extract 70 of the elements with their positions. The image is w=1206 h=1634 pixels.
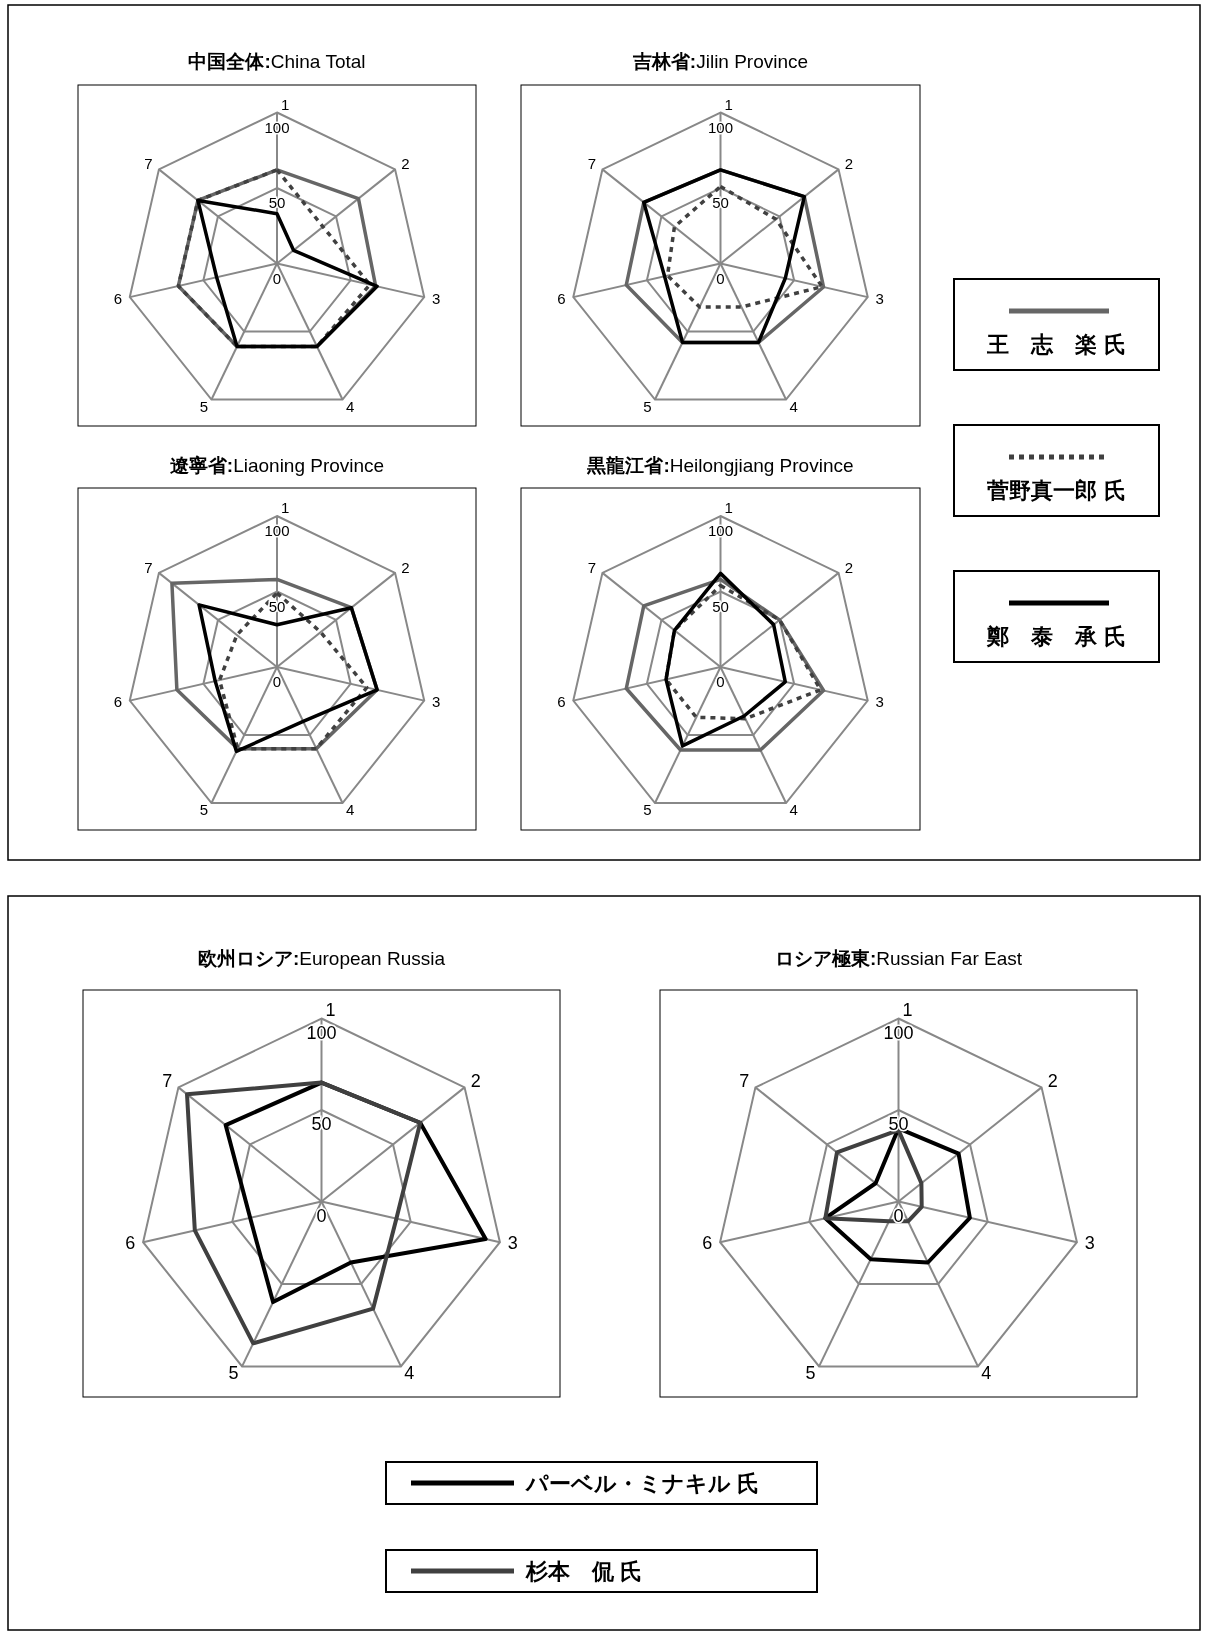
spoke-label: 7 — [587, 155, 597, 173]
spoke-label: 6 — [113, 289, 122, 307]
spoke-label: 5 — [643, 397, 652, 415]
spoke-label: 7 — [144, 155, 153, 173]
spoke-label: 4 — [789, 397, 798, 415]
spoke-label: 1 — [724, 499, 733, 516]
spoke-label: 1 — [281, 95, 290, 113]
spoke-label: 1 — [902, 999, 913, 1020]
spoke-label: 5 — [805, 1362, 816, 1383]
spoke-label: 2 — [401, 558, 410, 576]
y-tick-label: 100 — [264, 118, 290, 136]
spoke-label: 6 — [702, 1233, 713, 1253]
y-tick-label: 0 — [316, 1205, 327, 1226]
y-tick-label: 0 — [716, 673, 725, 690]
spoke-label: 6 — [557, 693, 566, 711]
spoke-label: 7 — [144, 558, 153, 576]
spoke-label: 2 — [1047, 1071, 1058, 1092]
spoke-label: 2 — [401, 155, 410, 173]
legend-label: パーベル・ミナキル 氏 — [525, 1471, 760, 1496]
chart-title: 中国全体:China Total — [188, 51, 366, 72]
y-tick-label: 0 — [716, 269, 725, 287]
y-tick-label: 50 — [888, 1114, 909, 1134]
y-tick-label: 0 — [272, 673, 282, 690]
spoke-label: 4 — [345, 801, 355, 819]
y-tick-label: 100 — [306, 1022, 337, 1043]
y-tick-label: 0 — [272, 269, 282, 287]
y-tick-label: 100 — [707, 118, 734, 136]
spoke-label: 3 — [1084, 1233, 1095, 1253]
spoke-label: 1 — [325, 999, 336, 1020]
chart-title: 吉林省:Jilin Province — [631, 51, 809, 72]
y-tick-label: 50 — [311, 1114, 332, 1134]
spoke-label: 2 — [844, 155, 854, 173]
spoke-label: 7 — [162, 1071, 173, 1092]
legend-label: 鄭 泰 承 氏 — [986, 624, 1126, 649]
legend-label: 王 志 楽 氏 — [986, 332, 1126, 357]
spoke-label: 5 — [199, 801, 209, 819]
spoke-label: 2 — [844, 558, 854, 576]
legend-label: 杉本 侃 氏 — [525, 1559, 643, 1584]
spoke-label: 6 — [113, 693, 122, 711]
spoke-label: 3 — [507, 1233, 518, 1253]
chart-title: 欧州ロシア:European Russia — [197, 948, 446, 969]
spoke-label: 5 — [643, 801, 652, 819]
chart-title: ロシア極東:Russian Far East — [774, 948, 1023, 969]
spoke-label: 5 — [199, 397, 209, 415]
spoke-label: 6 — [125, 1233, 136, 1253]
spoke-label: 3 — [432, 693, 441, 711]
y-tick-label: 100 — [264, 522, 290, 539]
y-tick-label: 50 — [268, 194, 286, 211]
spoke-label: 4 — [404, 1362, 415, 1383]
spoke-label: 1 — [281, 499, 290, 516]
y-tick-label: 100 — [883, 1022, 914, 1043]
chart-title: 黒龍江省:Heilongjiang Province — [586, 455, 854, 476]
spoke-label: 6 — [557, 289, 566, 307]
spoke-label: 5 — [228, 1362, 239, 1383]
spoke-label: 3 — [875, 693, 884, 711]
y-tick-label: 50 — [268, 597, 286, 615]
spoke-label: 1 — [724, 95, 733, 113]
y-tick-label: 50 — [712, 597, 729, 615]
spoke-label: 3 — [875, 289, 884, 307]
legend-label: 菅野真一郎 氏 — [986, 478, 1126, 503]
chart-title: 遼寧省:Liaoning Province — [169, 455, 385, 476]
y-tick-label: 100 — [707, 522, 734, 539]
y-tick-label: 50 — [712, 194, 729, 211]
spoke-label: 4 — [789, 801, 798, 819]
spoke-label: 7 — [739, 1071, 750, 1092]
spoke-label: 4 — [981, 1362, 992, 1383]
spoke-label: 4 — [345, 397, 355, 415]
spoke-label: 3 — [432, 289, 441, 307]
spoke-label: 7 — [587, 558, 597, 576]
spoke-label: 2 — [470, 1071, 481, 1092]
